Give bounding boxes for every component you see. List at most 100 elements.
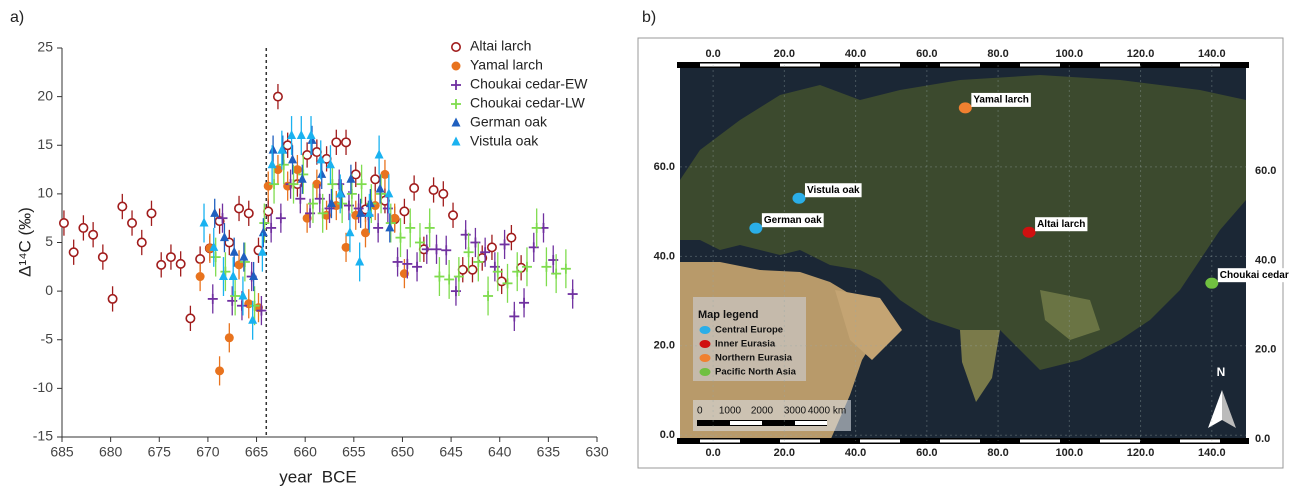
data-point [295, 184, 306, 214]
data-point [409, 175, 420, 201]
marker [451, 136, 461, 146]
data-point [335, 174, 345, 214]
scale-segment [795, 421, 827, 425]
data-point [331, 129, 342, 155]
marker [356, 207, 366, 217]
x-tick-label: 60.0 [916, 447, 937, 459]
data-point [373, 213, 384, 243]
marker [228, 271, 238, 281]
border-segment [780, 439, 820, 443]
data-point [424, 208, 435, 248]
data-point [307, 125, 317, 155]
marker [496, 276, 507, 287]
legend-swatch [699, 354, 711, 362]
data-point [560, 249, 571, 289]
data-point [195, 261, 205, 292]
data-point [78, 215, 89, 241]
x-tick-label: 660 [294, 444, 318, 460]
data-point [220, 252, 231, 292]
data-point [317, 159, 327, 190]
data-point [375, 174, 385, 204]
x-tick-label: 0.0 [705, 447, 720, 459]
data-point [385, 213, 395, 243]
marker [450, 41, 461, 52]
legend-marker [450, 41, 461, 52]
data-point [224, 323, 234, 353]
legend-label: Choukai cedar-LW [470, 95, 586, 111]
x-tick-label: 665 [245, 444, 269, 460]
data-point [467, 257, 478, 283]
data-point [350, 161, 361, 188]
marker [88, 229, 99, 240]
marker [258, 227, 268, 237]
border-segment [860, 439, 900, 443]
data-point [531, 208, 542, 248]
marker [360, 228, 370, 238]
legend-label: Vistula oak [470, 133, 539, 149]
site-marker [958, 102, 972, 114]
marker [97, 252, 108, 263]
data-point [224, 229, 235, 256]
site-marker [749, 222, 763, 234]
eurasia [680, 75, 1246, 370]
data-point [311, 139, 322, 165]
x-tick-label: 140.0 [1198, 48, 1226, 60]
data-point [477, 245, 488, 271]
data-point [516, 255, 527, 281]
data-point [444, 260, 455, 299]
marker [263, 181, 273, 191]
data-point [249, 261, 259, 292]
marker [219, 232, 229, 242]
y-tick-label: 20.0 [1255, 344, 1276, 356]
marker [350, 169, 361, 180]
data-point [268, 135, 278, 165]
map-background [680, 65, 1246, 441]
x-tick-label: 140.0 [1198, 447, 1226, 459]
scale-bar [697, 420, 827, 426]
legend-marker [451, 117, 461, 127]
marker [364, 207, 374, 217]
marker [326, 198, 336, 208]
y-tick-label: 15 [37, 136, 53, 152]
x-tick-label: 120.0 [1127, 447, 1155, 459]
x-tick-label: 655 [342, 444, 366, 460]
data-point [269, 164, 280, 204]
marker [287, 130, 297, 140]
marker [282, 140, 293, 151]
marker [175, 258, 186, 269]
data-point [541, 247, 552, 287]
marker [156, 259, 167, 270]
data-point [292, 154, 302, 185]
y-tick-label: -15 [33, 428, 53, 444]
marker [249, 271, 259, 281]
x-tick-label: 680 [99, 444, 123, 460]
data-point [156, 252, 167, 278]
x-axis-label: year BCE [279, 467, 356, 486]
data-point [441, 235, 452, 265]
map-legend-box [693, 297, 806, 381]
x-tick-label: 80.0 [987, 447, 1008, 459]
arabia [835, 290, 902, 360]
data-point [463, 232, 474, 272]
border-segment [1020, 439, 1060, 443]
site-marker [792, 192, 806, 204]
data-point [356, 198, 366, 228]
marker [238, 290, 248, 300]
site-label-box [804, 183, 862, 198]
marker [292, 165, 302, 175]
data-point [297, 164, 307, 194]
data-point [492, 252, 503, 292]
marker [127, 218, 138, 229]
data-point [248, 300, 258, 340]
data-point [457, 257, 468, 283]
marker [210, 207, 220, 217]
data-point [288, 145, 298, 175]
y-tick-label: 40.0 [1255, 254, 1276, 266]
data-point [88, 222, 99, 248]
data-point [217, 203, 228, 233]
x-tick-label: 20.0 [774, 447, 795, 459]
x-tick-label: 640 [488, 444, 512, 460]
y-tick-label: 60.0 [654, 161, 675, 173]
scale-label: 0 [697, 406, 703, 417]
